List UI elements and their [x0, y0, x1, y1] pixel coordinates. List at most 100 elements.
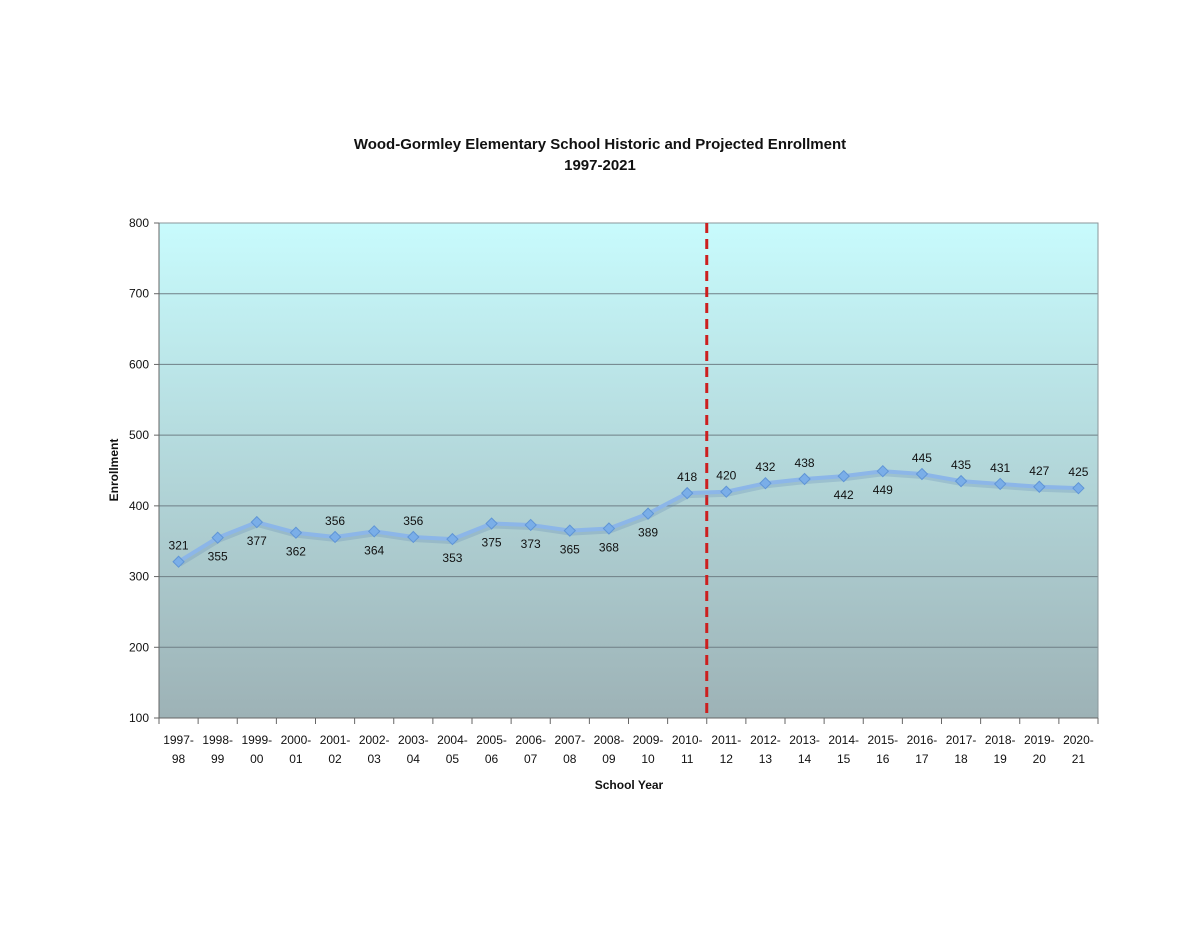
- data-point-marker: [915, 467, 929, 481]
- x-tick-label: 1997-: [163, 733, 194, 747]
- x-tick-label: 1998-: [202, 733, 233, 747]
- x-tick-label: 2017-: [946, 733, 977, 747]
- x-tick-label: 2000-: [281, 733, 312, 747]
- x-tick-label: 09: [602, 752, 616, 766]
- y-tick-label: 800: [129, 216, 149, 230]
- x-tick-label: 12: [720, 752, 734, 766]
- x-axis-title: School Year: [595, 778, 664, 792]
- data-point-marker: [993, 477, 1007, 491]
- data-labels: 321 355 377 362 356 364 356 353 375 373 365 368 389 4…: [169, 451, 1089, 565]
- y-tick-label: 300: [129, 570, 149, 584]
- x-tick-label: 11: [681, 752, 694, 766]
- x-tick-label: 2009-: [633, 733, 664, 747]
- y-tick-label: 600: [129, 357, 149, 371]
- enrollment-series: [172, 465, 1085, 568]
- x-tick-label: 07: [524, 752, 538, 766]
- x-tick-label: 2006-: [515, 733, 546, 747]
- data-label: 389: [638, 526, 658, 540]
- x-tick-label: 00: [250, 752, 264, 766]
- y-tick-label: 700: [129, 287, 149, 301]
- x-tick-label: 17: [915, 752, 929, 766]
- data-point-marker: [485, 517, 498, 530]
- data-point-marker: [720, 485, 733, 498]
- x-tick-label: 2020-: [1063, 733, 1094, 747]
- data-point-marker: [680, 486, 694, 500]
- x-tick-label: 05: [446, 752, 460, 766]
- x-tick-label: 99: [211, 752, 225, 766]
- y-axis-title: Enrollment: [107, 439, 121, 502]
- x-tick-label: 1999-: [241, 733, 272, 747]
- data-label: 445: [912, 451, 932, 465]
- data-point-marker: [563, 524, 577, 537]
- x-tick-label: 10: [641, 752, 655, 766]
- data-point-marker: [954, 474, 968, 488]
- data-label: 420: [716, 469, 736, 483]
- x-axis: 1997- 98 1998- 99 1999- 00 2000- 01 2001- 02 2002-…: [158, 717, 1099, 766]
- y-tick-label: 400: [129, 499, 149, 513]
- chart-subtitle: 1997-2021: [564, 157, 636, 174]
- data-point-marker: [798, 472, 811, 486]
- data-point-marker: [876, 465, 890, 478]
- data-point-marker: [289, 526, 303, 539]
- y-tick-label: 100: [129, 711, 149, 725]
- x-tick-label: 16: [876, 752, 890, 766]
- data-point-marker: [837, 469, 850, 483]
- data-label: 449: [873, 483, 893, 497]
- data-label: 442: [834, 488, 854, 502]
- data-point-marker: [250, 515, 264, 529]
- data-label: 377: [247, 534, 267, 548]
- data-point-marker: [641, 507, 655, 520]
- data-point-marker: [328, 530, 342, 544]
- x-tick-label: 01: [289, 752, 303, 766]
- data-point-marker: [211, 531, 224, 544]
- chart-title-block: Wood-Gormley Elementary School Historic …: [0, 134, 1200, 176]
- x-tick-label: 2014-: [828, 733, 859, 747]
- x-tick-label: 14: [798, 752, 812, 766]
- x-tick-label: 2012-: [750, 733, 781, 747]
- x-tick-label: 2015-: [867, 733, 898, 747]
- data-label: 355: [208, 550, 228, 564]
- data-label: 432: [755, 460, 775, 474]
- data-point-marker: [1033, 480, 1046, 493]
- plot-area: [159, 223, 1098, 718]
- data-label: 356: [325, 514, 345, 528]
- x-tick-label: 20: [1033, 752, 1047, 766]
- data-label: 435: [951, 458, 971, 472]
- x-tick-label: 03: [368, 752, 382, 766]
- data-label: 356: [403, 514, 423, 528]
- x-tick-label: 04: [407, 752, 421, 766]
- data-point-marker: [446, 532, 459, 546]
- x-tick-label: 08: [563, 752, 577, 766]
- x-tick-label: 2019-: [1024, 733, 1055, 747]
- data-point-marker: [367, 525, 381, 538]
- x-tick-label: 13: [759, 752, 773, 766]
- x-tick-label: 2018-: [985, 733, 1016, 747]
- y-axis: 100 200 300 400 500 600 700 800: [129, 216, 160, 725]
- data-point-marker: [759, 477, 772, 490]
- data-label: 365: [560, 543, 580, 557]
- series-line: [177, 469, 1079, 564]
- data-label: 362: [286, 545, 306, 559]
- x-tick-label: 15: [837, 752, 851, 766]
- x-tick-label: 2007-: [554, 733, 585, 747]
- data-point-marker: [407, 530, 420, 544]
- data-label: 353: [442, 551, 462, 565]
- x-tick-label: 19: [994, 752, 1008, 766]
- data-point-marker: [602, 522, 616, 535]
- x-tick-label: 98: [172, 752, 186, 766]
- x-tick-label: 2001-: [320, 733, 351, 747]
- data-label: 321: [169, 539, 189, 553]
- data-label: 427: [1029, 464, 1049, 478]
- x-tick-label: 06: [485, 752, 499, 766]
- data-label: 431: [990, 461, 1010, 475]
- data-label: 438: [795, 456, 815, 470]
- x-tick-label: 2016-: [907, 733, 938, 747]
- x-tick-label: 2005-: [476, 733, 507, 747]
- x-tick-label: 2002-: [359, 733, 390, 747]
- data-label: 373: [521, 537, 541, 551]
- x-tick-label: 2011-: [711, 733, 741, 747]
- data-label: 364: [364, 543, 384, 557]
- x-tick-label: 2008-: [594, 733, 625, 747]
- x-tick-label: 18: [954, 752, 968, 766]
